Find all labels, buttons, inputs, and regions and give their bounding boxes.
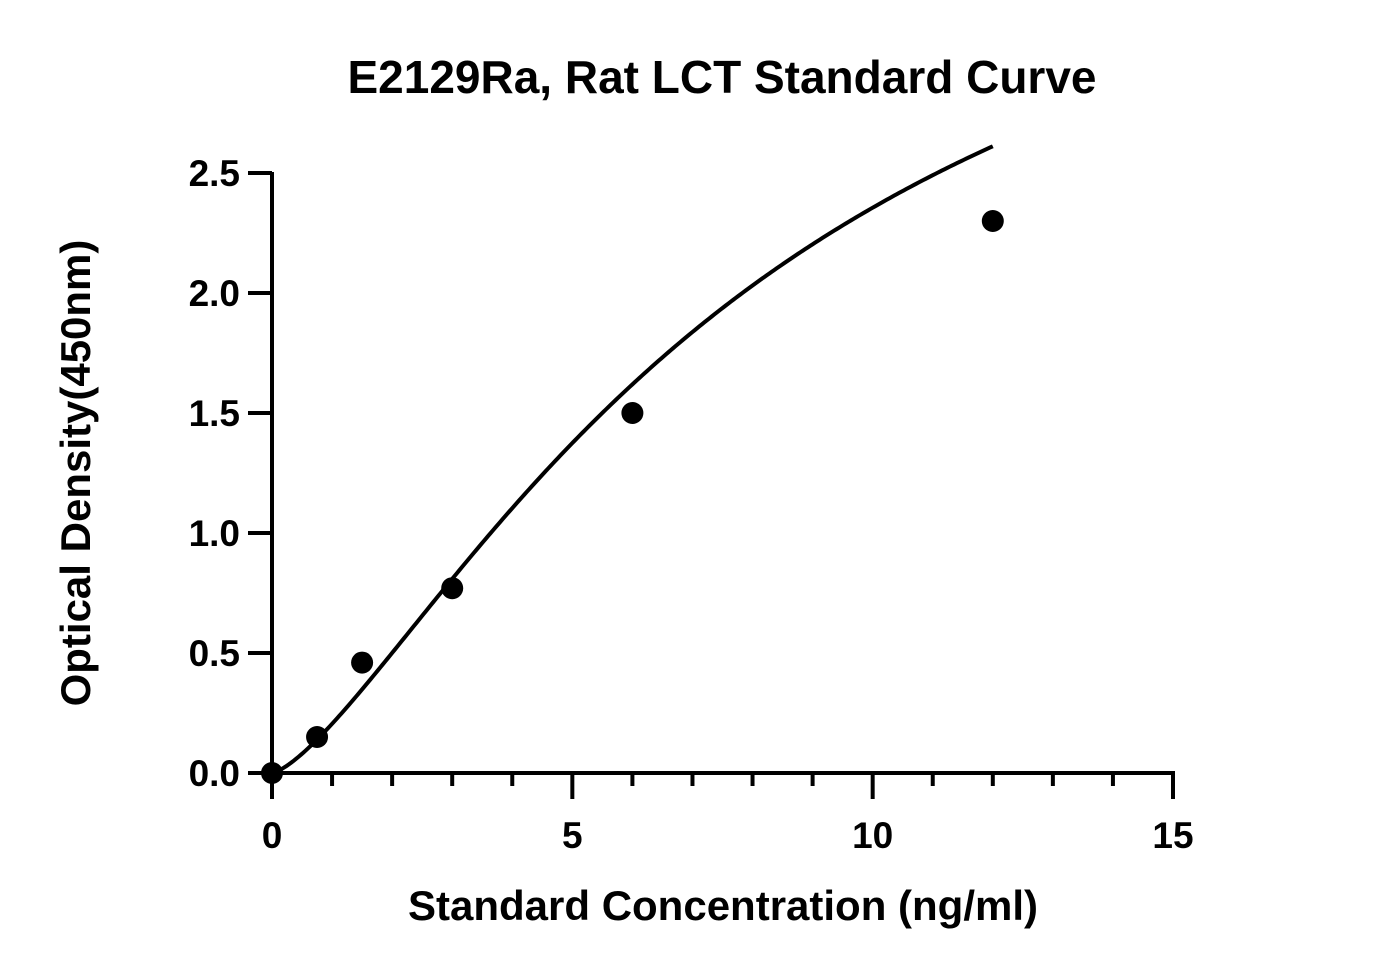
data-point: [261, 762, 283, 784]
data-point: [981, 210, 1004, 232]
data-point: [621, 402, 644, 424]
y-tick-label: 0.0: [189, 753, 240, 794]
x-tick-label: 0: [262, 815, 283, 856]
fit-curve: [271, 144, 994, 775]
x-axis-ticks: 0 5 10 15: [262, 773, 1194, 856]
data-point: [351, 651, 374, 674]
x-tick-label: 15: [1152, 815, 1193, 856]
chart-title: E2129Ra, Rat LCT Standard Curve: [347, 51, 1096, 103]
y-tick-label: 2.0: [189, 273, 240, 314]
data-point: [441, 577, 464, 600]
y-tick-label: 2.5: [189, 153, 240, 194]
data-point: [306, 726, 329, 748]
y-tick-label: 1.0: [189, 513, 240, 554]
y-axis-label: Optical Density(450nm): [52, 240, 99, 707]
x-axis-label: Standard Concentration (ng/ml): [408, 882, 1038, 929]
axes: [270, 172, 1175, 775]
y-axis-ticks: 0.0 0.5 1.0 1.5 2.0 2.5: [189, 153, 272, 794]
data-points: [261, 210, 1004, 784]
x-tick-label: 5: [562, 815, 583, 856]
y-tick-label: 1.5: [189, 393, 240, 434]
x-tick-label: 10: [852, 815, 893, 856]
y-tick-label: 0.5: [189, 633, 240, 674]
